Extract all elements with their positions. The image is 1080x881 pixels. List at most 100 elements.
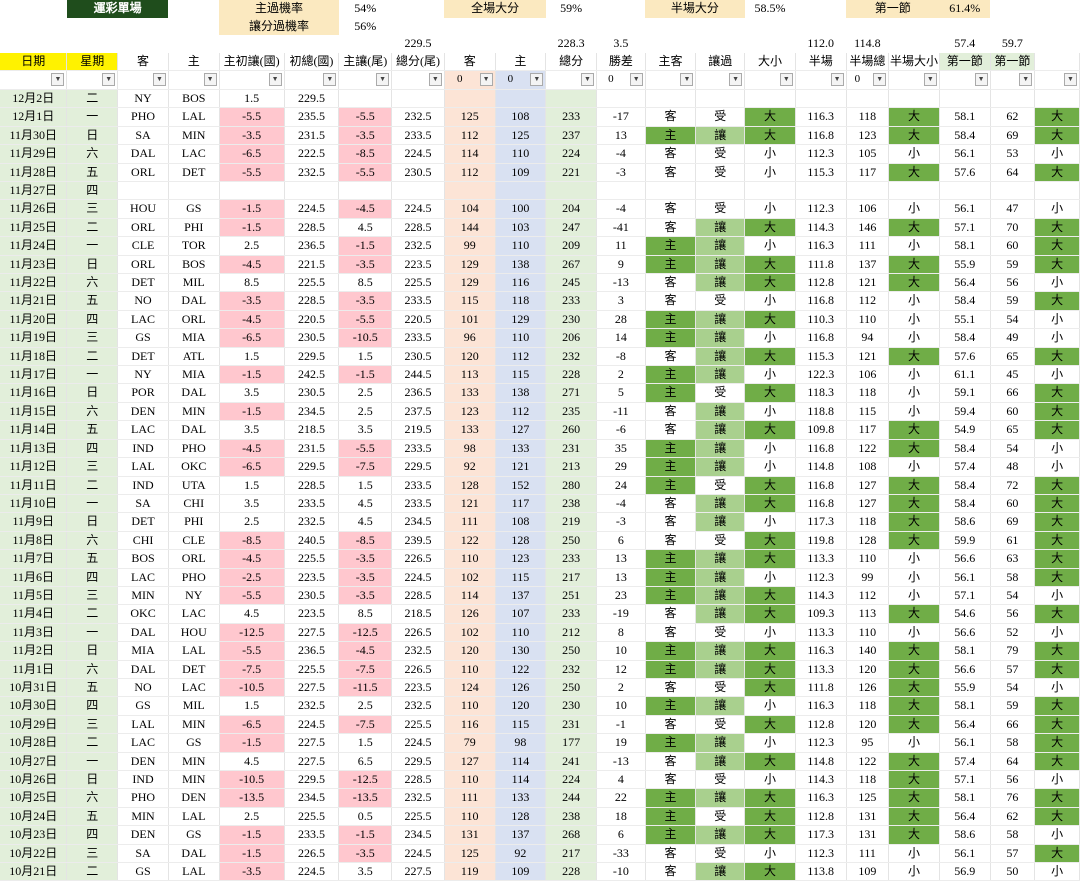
cell-half-over-under[interactable]: 小 [888,568,940,587]
table-row[interactable]: 11月8日六 CHI CLE -8.5 240.5 -8.5 239.5 122 128 250 6… [0,531,1080,551]
cell-home-score[interactable]: 138 [495,255,547,275]
cell-over-under[interactable]: 小 [744,844,796,864]
cell-q1-over-under[interactable]: 大 [1034,752,1080,772]
cell-open-total[interactable]: 227.5 [284,678,340,698]
table-row[interactable]: 10月28日二 LAC GS -1.5 227.5 1.5 224.5 79 98 177 19 主讓… [0,733,1080,753]
cell-date[interactable]: 11月26日 [0,199,68,219]
cell-half-total[interactable]: 111 [846,844,890,864]
cell-home-score[interactable]: 138 [495,383,547,403]
cell-date[interactable]: 11月2日 [0,641,68,661]
cell-away-team[interactable]: NY [117,365,169,385]
cell-spread-result[interactable]: 讓 [695,733,746,753]
table-row[interactable]: 10月30日四 GS MIL 1.5 232.5 2.5 232.5 110 120 230 10 主… [0,696,1080,716]
cell-q1-over-under[interactable]: 小 [1034,457,1080,477]
cell-home-close-spread[interactable]: -3.5 [338,291,393,311]
cell-away-score[interactable]: 125 [444,844,496,864]
table-row[interactable]: 10月24日五 MIN LAL 2.5 225.5 0.5 225.5 110 128 238 18… [0,807,1080,827]
cell-total-score[interactable]: 224 [545,144,598,164]
cell-away-team[interactable]: CHI [117,531,169,551]
cell-margin[interactable]: 13 [596,568,646,587]
cell-home-close-spread[interactable]: -7.5 [338,715,393,735]
cell-open-total[interactable]: 221.5 [284,255,340,275]
cell-half-total[interactable]: 118 [846,770,890,790]
cell-home-team[interactable]: MIA [168,365,220,385]
cell-winner-side[interactable]: 客 [645,531,697,551]
cell-total-score[interactable]: 204 [545,199,598,219]
table-row[interactable]: 11月16日日 POR DAL 3.5 230.5 2.5 236.5 133 138 271 5 主… [0,383,1080,403]
filter-dropdown-icon[interactable]: ▼ [680,73,694,87]
cell-home-open-spread[interactable]: 3.5 [219,494,285,514]
cell-total-score[interactable]: 268 [545,825,598,845]
cell-total-score[interactable]: 241 [545,752,598,772]
cell-weekday[interactable]: 日 [66,641,119,661]
cell-home-team[interactable]: UTA [168,476,220,495]
cell-margin[interactable]: -10 [596,862,646,881]
cell-home-close-spread[interactable]: -4.5 [338,199,393,219]
cell-margin[interactable]: 18 [596,807,646,827]
cell-q1-line[interactable]: 57.1 [939,218,991,238]
cell-home-close-spread[interactable]: -1.5 [338,825,393,845]
cell-over-under[interactable]: 大 [744,273,796,293]
cell-spread-result[interactable]: 讓 [695,862,746,881]
cell-half-over-under[interactable]: 小 [888,365,940,385]
cell-spread-result[interactable]: 讓 [695,126,746,146]
cell-away-score[interactable]: 113 [444,365,496,385]
table-row[interactable]: 11月26日三 HOU GS -1.5 224.5 -4.5 224.5 104 100 204-… [0,199,1080,219]
cell-weekday[interactable]: 三 [66,457,119,477]
cell-away-score[interactable]: 111 [444,512,496,532]
cell-half-line[interactable]: 113.8 [795,862,847,881]
cell-home-team[interactable]: DAL [168,844,220,864]
cell-spread-result[interactable]: 受 [695,144,746,164]
cell-open-total[interactable]: 233.5 [284,494,340,514]
cell-half-line[interactable]: 116.3 [795,107,847,127]
cell-total-score[interactable]: 232 [545,347,598,367]
cell-margin[interactable]: 13 [596,126,646,146]
cell-half-total[interactable]: 120 [846,660,890,679]
cell-weekday[interactable]: 六 [66,531,119,551]
cell-q1-line[interactable]: 56.6 [939,623,991,643]
cell-q1-line[interactable]: 56.6 [939,660,991,679]
cell-date[interactable]: 12月2日 [0,89,68,109]
column-header[interactable]: 半場總 [846,52,890,72]
cell-over-under[interactable]: 小 [744,236,796,256]
cell-spread-result[interactable]: 讓 [695,825,746,845]
cell-home-close-spread[interactable]: 2.5 [338,402,393,422]
cell-home-team[interactable]: LAL [168,107,220,127]
cell-margin[interactable]: -1 [596,715,646,735]
cell-q1-line[interactable]: 57.6 [939,347,991,367]
cell-q1-line[interactable]: 56.4 [939,807,991,827]
column-header[interactable]: 總分(尾) [391,52,445,72]
cell-spread-result[interactable]: 受 [695,678,746,698]
cell-q1-line[interactable]: 56.6 [939,549,991,569]
cell-home-score[interactable] [495,89,547,109]
cell-q1-line[interactable]: 58.6 [939,825,991,845]
cell-away-team[interactable]: PHO [117,788,169,808]
cell-q1-line[interactable]: 56.1 [939,144,991,164]
cell-weekday[interactable]: 六 [66,144,119,164]
cell-half-line[interactable]: 116.8 [795,494,847,514]
cell-away-score[interactable]: 129 [444,255,496,275]
cell-home-team[interactable]: MIN [168,752,220,772]
column-header[interactable]: 大小 [744,52,796,72]
cell-over-under[interactable]: 小 [744,568,796,587]
cell-over-under[interactable]: 大 [744,586,796,606]
cell-spread-result[interactable]: 讓 [695,660,746,679]
cell-close-total[interactable]: 219.5 [391,420,445,440]
cell-close-total[interactable]: 233.5 [391,291,445,311]
cell-winner-side[interactable]: 主 [645,641,697,661]
cell-home-team[interactable]: LAC [168,604,220,624]
cell-home-open-spread[interactable]: 4.5 [219,604,285,624]
cell-away-score[interactable]: 126 [444,604,496,624]
cell-weekday[interactable]: 二 [66,862,119,881]
cell-home-team[interactable]: ORL [168,310,220,330]
cell-half-over-under[interactable]: 小 [888,310,940,330]
cell-date[interactable]: 11月19日 [0,328,68,348]
cell-q1-line[interactable]: 58.4 [939,494,991,514]
cell-close-total[interactable]: 236.5 [391,383,445,403]
cell-home-team[interactable]: LAL [168,641,220,661]
cell-home-close-spread[interactable]: -5.5 [338,439,393,459]
cell-half-line[interactable]: 119.8 [795,531,847,551]
cell-q1-score[interactable]: 60 [990,494,1036,514]
cell-q1-over-under[interactable]: 小 [1034,770,1080,790]
cell-home-team[interactable]: GS [168,733,220,753]
